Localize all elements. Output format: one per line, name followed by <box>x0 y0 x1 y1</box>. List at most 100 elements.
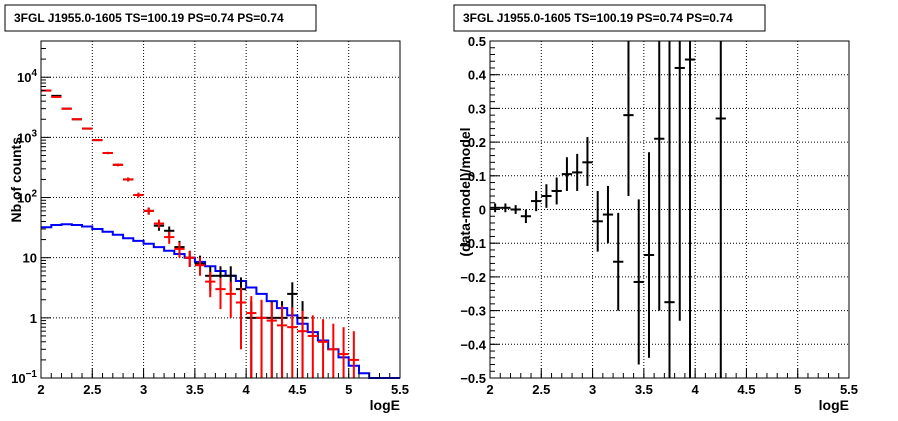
model-sum-point <box>317 319 329 378</box>
data-point <box>684 41 696 378</box>
x-tick-label: 3.5 <box>635 382 653 397</box>
model-sum-point <box>235 287 247 350</box>
y-tick-label: 0 <box>479 203 486 218</box>
y-tick-label: −0.4 <box>460 337 486 352</box>
x-tick-label: 2.5 <box>83 382 101 397</box>
y-tick-label: 104 <box>17 68 37 85</box>
model-sum-point <box>276 305 288 378</box>
data-point <box>490 203 501 213</box>
model-sum-point <box>194 257 206 276</box>
left-plot-frame <box>40 40 401 379</box>
x-tick-label: 3 <box>589 382 596 397</box>
model-sum-point <box>246 296 257 378</box>
left-panel: 2 2.5 3 3.5 4 4.5 5 5.5 10−1 1 10 102 103 104 3FGL J1… <box>4 4 409 413</box>
right-title-box <box>453 4 766 32</box>
data-point <box>715 41 726 378</box>
data-point <box>582 137 593 186</box>
model-sum-point <box>225 281 236 318</box>
y-tick-label: 103 <box>17 128 37 145</box>
data-point <box>643 152 655 358</box>
x-tick-label: 4.5 <box>737 382 755 397</box>
y-tick-label: 0.2 <box>468 135 486 150</box>
y-tick-label: 10 <box>23 251 37 266</box>
left-y-axis-title: Nb of counts <box>8 137 24 223</box>
y-tick-label: 0.1 <box>468 169 486 184</box>
data-point <box>541 184 552 208</box>
model-sum-point <box>92 139 103 142</box>
data-point <box>572 153 583 191</box>
left-marks <box>41 89 400 379</box>
model-sum-point <box>205 271 216 298</box>
right-chart-title: 3FGL J1955.0-1605 TS=100.19 PS=0.74 PS=0… <box>463 11 733 25</box>
y-tick-label: −0.2 <box>460 270 486 285</box>
left-chart-title: 3FGL J1955.0-1605 TS=100.19 PS=0.74 PS=0… <box>14 11 284 25</box>
left-title-box <box>4 4 317 32</box>
y-tick-label: 10−1 <box>11 369 37 386</box>
x-tick-label: 2 <box>486 382 493 397</box>
model-sum-point <box>82 127 93 130</box>
data-point <box>520 209 532 223</box>
data-point <box>561 157 573 191</box>
x-tick-label: 3 <box>140 382 147 397</box>
model-sum-point <box>71 118 83 121</box>
model-sum-point <box>297 310 308 378</box>
x-tick-label: 4.5 <box>288 382 306 397</box>
model-sum-point <box>123 177 134 182</box>
right-grid <box>490 41 849 378</box>
model-sum-point <box>256 299 267 378</box>
x-tick-label: 5.5 <box>391 382 409 397</box>
y-tick-label: 1 <box>30 311 37 326</box>
x-tick-label: 2 <box>37 382 44 397</box>
data-point <box>674 41 685 321</box>
y-tick-label: 0.4 <box>468 68 487 83</box>
data-point <box>623 41 634 197</box>
data-point <box>531 190 542 212</box>
model-sum-point <box>143 207 154 215</box>
right-marks <box>490 41 726 378</box>
x-tick-label: 2.5 <box>532 382 550 397</box>
x-tick-label: 4 <box>243 382 251 397</box>
model-sum-point <box>102 151 113 155</box>
left-ticks: 2 2.5 3 3.5 4 4.5 5 5.5 10−1 1 10 102 103 104 <box>11 40 409 397</box>
right-y-axis-title: (data-model)/model <box>457 127 473 256</box>
data-point <box>510 205 521 214</box>
model-sum-point <box>51 95 62 98</box>
model-sum-point <box>184 250 195 268</box>
model-sum-point <box>328 323 339 378</box>
data-point <box>551 177 562 205</box>
y-tick-label: 0.3 <box>468 101 486 116</box>
model-sum-point <box>153 219 165 229</box>
y-tick-label: −0.3 <box>460 304 486 319</box>
model-histogram-line <box>41 223 400 379</box>
data-point <box>613 212 624 311</box>
model-sum-point <box>348 331 359 378</box>
model-sum-point <box>61 107 72 110</box>
model-sum-point <box>266 302 277 378</box>
model-sum-point <box>174 242 185 258</box>
model-sum-point <box>307 315 318 378</box>
x-tick-label: 4 <box>692 382 700 397</box>
data-point <box>602 185 614 244</box>
model-sum-point <box>338 327 349 378</box>
x-tick-label: 5.5 <box>840 382 858 397</box>
y-tick-label: −0.1 <box>460 236 486 251</box>
left-x-axis-title: logE <box>370 397 400 413</box>
model-sum-point <box>164 231 175 244</box>
x-tick-label: 3.5 <box>186 382 204 397</box>
right-x-axis-title: logE <box>819 397 849 413</box>
x-tick-label: 5 <box>345 382 352 397</box>
y-tick-label: 0.5 <box>468 34 486 49</box>
model-sum-point <box>112 163 124 167</box>
model-sum-point <box>287 307 298 378</box>
x-tick-label: 5 <box>794 382 801 397</box>
right-panel: 2 2.5 3 3.5 4 4.5 5 5.5 −0.5 −0.4 −0.3 −0.2 −0.1 0 0.1… <box>453 4 858 413</box>
data-point <box>500 203 511 213</box>
y-tick-label: −0.5 <box>460 371 486 386</box>
model-sum-point <box>133 192 144 198</box>
data-point <box>592 190 603 252</box>
data-point <box>633 199 644 365</box>
data-point <box>664 41 675 378</box>
right-ticks: 2 2.5 3 3.5 4 4.5 5 5.5 −0.5 −0.4 −0.3 −0.2 −0.1 0 0.1… <box>460 34 858 397</box>
y-tick-label: 102 <box>17 189 37 206</box>
